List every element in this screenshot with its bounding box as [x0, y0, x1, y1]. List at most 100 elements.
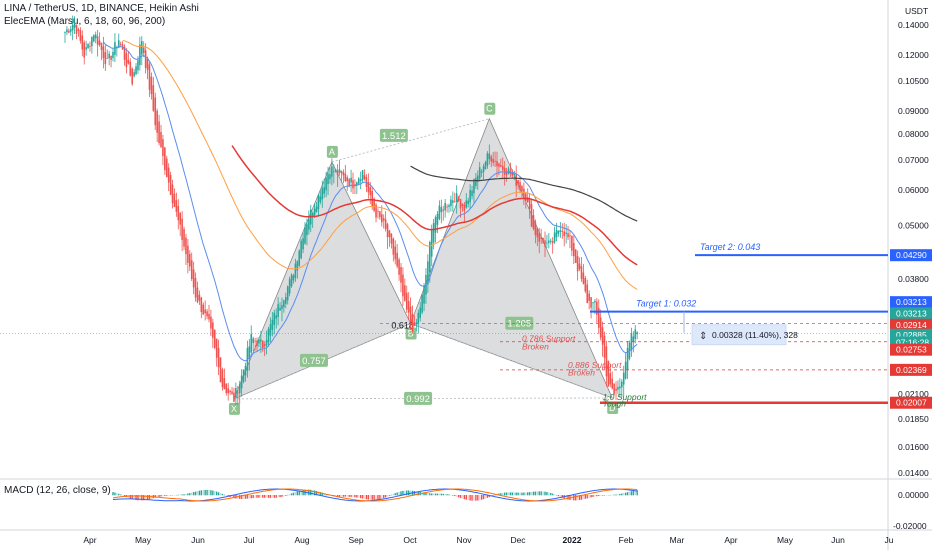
- candle-body: [300, 240, 302, 259]
- candle-body: [150, 76, 153, 95]
- macd-bar: [502, 492, 504, 496]
- macd-bar: [388, 495, 391, 496]
- candle-body: [273, 312, 276, 325]
- candle-body: [196, 287, 199, 303]
- candle-body: [463, 204, 466, 211]
- candle-body: [240, 375, 243, 389]
- macd-bar: [246, 495, 249, 499]
- candle-body: [213, 330, 216, 348]
- macd-bar: [281, 495, 283, 497]
- candle-body: [165, 158, 168, 178]
- candle-body: [553, 232, 556, 243]
- macd-bar: [444, 493, 446, 496]
- macd-bar: [384, 495, 387, 498]
- candle-body: [528, 199, 531, 209]
- candle-body: [517, 179, 519, 185]
- macd-bar: [217, 492, 220, 496]
- candle-body: [146, 58, 149, 70]
- macd-bar: [262, 495, 264, 498]
- macd-bar: [260, 495, 262, 498]
- candle-body: [319, 196, 322, 202]
- candle-body: [219, 357, 222, 383]
- macd-bar: [296, 491, 299, 496]
- macd-bar: [509, 492, 512, 496]
- macd-bar: [240, 495, 243, 499]
- macd-bar: [427, 493, 429, 496]
- candle-body: [394, 246, 397, 260]
- macd-bar: [131, 495, 133, 500]
- candle-body: [607, 360, 610, 387]
- macd-bar: [319, 492, 322, 496]
- macd-bar: [561, 495, 563, 498]
- price-tag-label: 0.02753: [896, 345, 927, 355]
- macd-bar: [567, 495, 569, 500]
- target-label: Target 1: 0.032: [636, 299, 696, 309]
- candle-body: [580, 266, 583, 280]
- candle-body: [375, 204, 377, 218]
- macd-bar: [404, 490, 406, 496]
- time-tick: Mar: [670, 535, 685, 545]
- macd-bar: [530, 491, 533, 496]
- candle-body: [342, 172, 345, 176]
- candle-body: [417, 312, 420, 324]
- macd-bar: [480, 495, 483, 500]
- macd-bar: [192, 492, 195, 496]
- macd-bar: [358, 495, 360, 498]
- macd-bar: [467, 495, 469, 501]
- candle-body: [127, 60, 130, 64]
- candle-body: [179, 212, 181, 225]
- macd-bar: [133, 495, 135, 500]
- candle-body: [286, 286, 289, 301]
- macd-bar: [112, 492, 114, 496]
- candle-body: [388, 230, 391, 237]
- candle-body: [340, 171, 343, 174]
- candle-body: [453, 201, 456, 203]
- macd-bar: [407, 490, 410, 496]
- macd-bar: [521, 492, 523, 496]
- macd-bar: [500, 493, 502, 496]
- signal-line: [112, 488, 638, 502]
- candle-body: [530, 204, 533, 227]
- macd-bar: [548, 492, 550, 496]
- candle-body: [363, 175, 366, 180]
- candle-body: [563, 231, 565, 237]
- candle-body: [265, 339, 268, 346]
- candle-body: [302, 238, 304, 250]
- candle-body: [227, 388, 229, 394]
- candle-body: [135, 66, 137, 75]
- price-tag: [890, 296, 932, 309]
- price-tick: 0.05000: [898, 220, 929, 230]
- candle-body: [507, 168, 510, 174]
- candle-body: [87, 44, 89, 49]
- macd-bar: [479, 495, 481, 501]
- candle-body: [596, 301, 598, 315]
- price-tick: 0.09000: [898, 106, 929, 116]
- candle-body: [601, 327, 604, 345]
- macd-bar: [156, 495, 158, 498]
- macd-bar: [634, 490, 636, 496]
- time-tick: 2022: [563, 535, 582, 545]
- macd-bar: [354, 495, 356, 498]
- candle-body: [404, 285, 406, 301]
- macd-bar: [534, 491, 537, 496]
- candle-body: [624, 361, 627, 379]
- macd-bar: [477, 495, 479, 501]
- macd-bar: [392, 493, 395, 496]
- macd-bar: [436, 493, 439, 496]
- macd-bar: [342, 495, 345, 497]
- price-tag-label: 07:16:28: [896, 338, 929, 348]
- candle-body: [315, 206, 318, 212]
- indicator-label: ElecEMA (Marsu, 6, 18, 60, 96, 200): [4, 16, 166, 27]
- price-tag: [890, 396, 932, 409]
- macd-bar: [311, 490, 314, 496]
- candle-body: [405, 292, 408, 310]
- candle-body: [198, 294, 201, 301]
- candle-body: [254, 340, 256, 342]
- macd-bar: [576, 495, 579, 501]
- macd-bar: [473, 495, 475, 501]
- macd-bar: [118, 493, 120, 496]
- macd-bar: [594, 495, 596, 497]
- price-tag-label: 0.02007: [896, 398, 927, 408]
- candle-body: [275, 315, 277, 319]
